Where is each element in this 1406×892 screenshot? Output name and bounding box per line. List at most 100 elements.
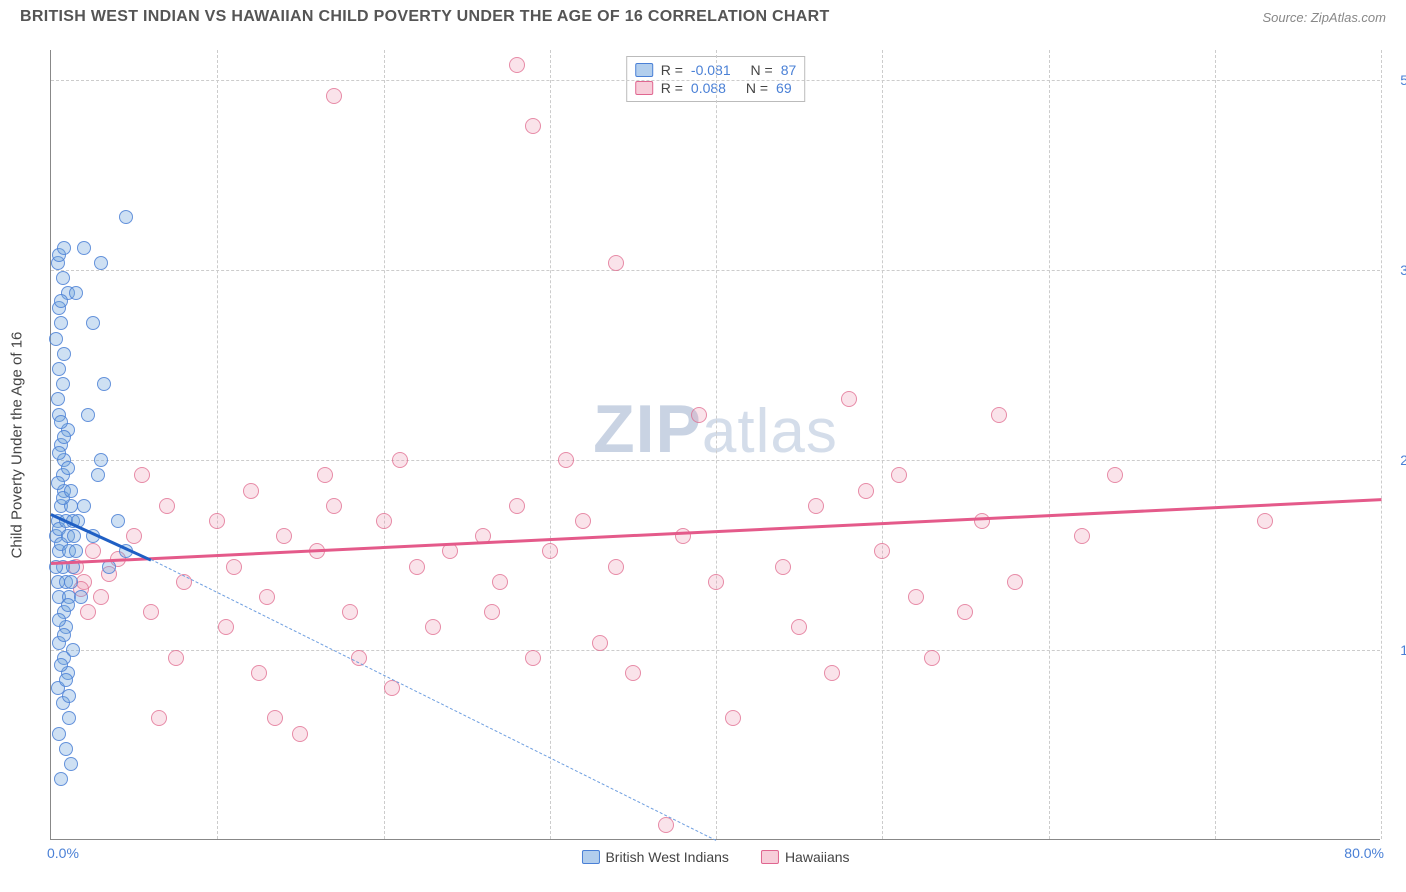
y-tick-label: 25.0% [1388,452,1406,468]
scatter-point [56,377,70,391]
scatter-point [57,628,71,642]
scatter-point [575,513,591,529]
swatch-pink [761,850,779,864]
scatter-point [57,430,71,444]
gridline-v [1215,50,1216,839]
scatter-point [54,658,68,672]
scatter-point [326,498,342,514]
scatter-point [592,635,608,651]
scatter-point [259,589,275,605]
scatter-point [57,347,71,361]
scatter-point [376,513,392,529]
scatter-point [143,604,159,620]
scatter-point [64,575,78,589]
scatter-point [159,498,175,514]
scatter-point [342,604,358,620]
scatter-point [62,689,76,703]
scatter-point [243,483,259,499]
legend-item-pink: Hawaiians [761,849,850,865]
scatter-point [542,543,558,559]
scatter-point [974,513,990,529]
scatter-point [908,589,924,605]
scatter-point [64,757,78,771]
scatter-point [492,574,508,590]
scatter-point [80,604,96,620]
scatter-point [93,589,109,605]
scatter-point [77,241,91,255]
correlation-chart: Child Poverty Under the Age of 16 ZIPatl… [50,50,1380,840]
scatter-point [51,476,65,490]
x-tick-max: 80.0% [1344,845,1384,861]
scatter-point [525,650,541,666]
scatter-point [442,543,458,559]
scatter-point [409,559,425,575]
scatter-point [74,590,88,604]
scatter-point [251,665,267,681]
scatter-point [57,241,71,255]
legend-item-blue: British West Indians [581,849,728,865]
scatter-point [267,710,283,726]
gridline-v [384,50,385,839]
scatter-point [276,528,292,544]
scatter-point [51,392,65,406]
scatter-point [59,673,73,687]
scatter-point [67,529,81,543]
scatter-point [54,772,68,786]
scatter-point [52,446,66,460]
scatter-point [791,619,807,635]
scatter-point [608,255,624,271]
scatter-point [509,57,525,73]
scatter-point [858,483,874,499]
scatter-point [69,544,83,558]
y-axis-label: Child Poverty Under the Age of 16 [9,331,26,558]
scatter-point [484,604,500,620]
scatter-point [64,484,78,498]
chart-title: BRITISH WEST INDIAN VS HAWAIIAN CHILD PO… [20,8,830,26]
scatter-point [151,710,167,726]
swatch-blue [635,63,653,77]
scatter-point [957,604,973,620]
scatter-point [1074,528,1090,544]
scatter-point [392,452,408,468]
scatter-point [874,543,890,559]
scatter-point [49,332,63,346]
scatter-point [69,286,83,300]
y-tick-label: 37.5% [1388,262,1406,278]
scatter-point [891,467,907,483]
scatter-point [608,559,624,575]
scatter-point [725,710,741,726]
x-tick-min: 0.0% [47,845,79,861]
scatter-point [126,528,142,544]
swatch-pink [635,81,653,95]
scatter-point [708,574,724,590]
gridline-v [550,50,551,839]
scatter-point [292,726,308,742]
scatter-point [924,650,940,666]
scatter-point [558,452,574,468]
scatter-point [425,619,441,635]
scatter-point [52,613,66,627]
scatter-point [808,498,824,514]
scatter-point [66,643,80,657]
scatter-point [91,468,105,482]
scatter-point [62,711,76,725]
scatter-point [841,391,857,407]
scatter-point [59,742,73,756]
scatter-point [56,271,70,285]
scatter-point [218,619,234,635]
scatter-point [52,362,66,376]
scatter-point [52,727,66,741]
scatter-point [81,408,95,422]
scatter-point [1007,574,1023,590]
scatter-point [119,210,133,224]
y-tick-label: 50.0% [1388,72,1406,88]
scatter-point [97,377,111,391]
scatter-point [61,461,75,475]
source-attribution: Source: ZipAtlas.com [1262,10,1386,25]
scatter-point [54,316,68,330]
scatter-point [691,407,707,423]
scatter-point [1107,467,1123,483]
gridline-v [1381,50,1382,839]
scatter-point [111,514,125,528]
scatter-point [77,499,91,513]
